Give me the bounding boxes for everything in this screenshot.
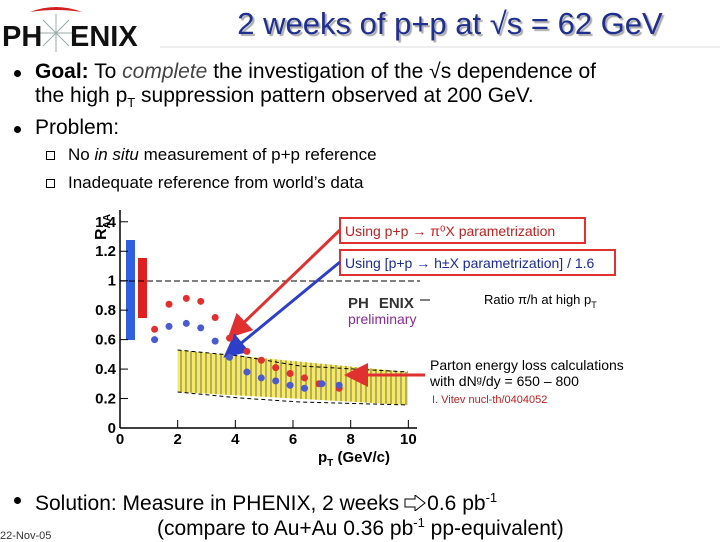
annotation: preliminary bbox=[348, 311, 416, 327]
bullet bbox=[14, 70, 21, 77]
footer-date: 22-Nov-05 bbox=[0, 530, 52, 542]
legend-label: Using p+p → π⁰X parametrization bbox=[345, 223, 555, 239]
x-tick-label: 10 bbox=[400, 431, 417, 448]
bullet bbox=[14, 126, 21, 133]
annotation: Parton energy loss calculations bbox=[430, 357, 624, 373]
data-point bbox=[272, 377, 280, 385]
data-point bbox=[301, 384, 309, 392]
sub-bullet bbox=[46, 151, 55, 160]
arrow bbox=[227, 228, 342, 339]
data-point bbox=[211, 337, 219, 345]
x-tick-label: 8 bbox=[347, 431, 355, 448]
data-point bbox=[226, 353, 234, 361]
data-point bbox=[151, 325, 159, 333]
data-point bbox=[257, 356, 265, 364]
data-point bbox=[243, 347, 251, 355]
annotation: PH ENIX bbox=[348, 295, 414, 312]
norm-box-red bbox=[138, 258, 147, 318]
data-point bbox=[165, 322, 173, 330]
y-tick-label: 0.6 bbox=[95, 332, 116, 349]
legend-label: Using [p+p → h±X parametrization] / 1.6 bbox=[345, 255, 595, 271]
y-tick-label: 1 bbox=[108, 273, 116, 290]
data-point bbox=[318, 380, 326, 388]
data-point bbox=[165, 300, 173, 308]
norm-box-blue bbox=[126, 240, 135, 340]
y-tick-label: 1.4 bbox=[95, 214, 117, 231]
data-point bbox=[286, 381, 294, 389]
data-point bbox=[226, 334, 234, 342]
x-tick-label: 4 bbox=[231, 431, 240, 448]
arrow-icon bbox=[404, 493, 426, 513]
sub-bullet bbox=[46, 179, 55, 188]
data-point bbox=[257, 374, 265, 382]
logo: PH ENIX bbox=[2, 7, 138, 53]
data-point bbox=[211, 314, 219, 322]
data-point bbox=[151, 336, 159, 344]
logo-text: ENIX bbox=[70, 21, 138, 53]
x-tick-label: 0 bbox=[116, 431, 124, 448]
annotation: with dNᵍ/dy = 650 – 800 bbox=[429, 373, 579, 389]
annotation: Ratio π/h at high pT bbox=[484, 292, 597, 310]
annotation: I. Vitev nucl-th/0404052 bbox=[432, 394, 547, 406]
data-point bbox=[197, 297, 205, 305]
y-tick-label: 0.8 bbox=[95, 302, 116, 319]
bullet bbox=[14, 497, 21, 504]
sub-bullet-text: Inadequate reference from world’s data bbox=[68, 173, 364, 192]
arrow bbox=[223, 260, 341, 358]
x-tick-label: 2 bbox=[173, 431, 181, 448]
y-axis-label: RAA bbox=[93, 214, 113, 240]
data-point bbox=[272, 364, 280, 372]
sub-bullet-text: No in situ measurement of p+p reference bbox=[68, 145, 377, 164]
solution-text: Solution: Measure in PHENIX, 2 weeks 0.6 … bbox=[35, 490, 498, 515]
bullet-text: Goal: To complete the investigation of t… bbox=[35, 60, 596, 83]
bullet-text: Problem: bbox=[35, 116, 120, 139]
slide-title: 2 weeks of p+p at √s = 62 GeV bbox=[237, 6, 663, 41]
data-point bbox=[286, 370, 294, 377]
data-point bbox=[197, 324, 205, 332]
data-point bbox=[182, 294, 190, 302]
y-tick-label: 0.4 bbox=[95, 361, 117, 378]
y-tick-label: 0.2 bbox=[95, 391, 116, 408]
x-tick-label: 6 bbox=[289, 431, 297, 448]
x-axis-label: pT (GeV/c) bbox=[318, 449, 390, 469]
data-point bbox=[301, 374, 309, 382]
data-point bbox=[243, 368, 251, 376]
data-point bbox=[335, 381, 343, 389]
y-tick-label: 0 bbox=[108, 420, 116, 437]
y-tick-label: 1.2 bbox=[95, 243, 116, 260]
solution-text: (compare to Au+Au 0.36 pb-1 pp-equivalen… bbox=[157, 515, 564, 540]
logo-text: PH bbox=[2, 21, 42, 53]
theory-band bbox=[177, 350, 408, 405]
bullet-text: the high pT suppression pattern observed… bbox=[35, 84, 534, 111]
data-point bbox=[182, 319, 190, 327]
theory-lower bbox=[177, 391, 409, 406]
